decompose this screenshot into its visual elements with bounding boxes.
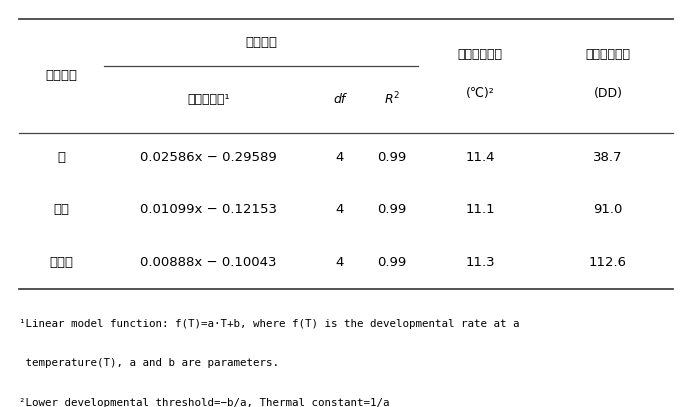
Text: 0.00888x − 0.10043: 0.00888x − 0.10043 (140, 256, 277, 269)
Text: 11.1: 11.1 (466, 204, 495, 216)
Text: temperature(T), a and b are parameters.: temperature(T), a and b are parameters. (19, 359, 279, 368)
Text: 발육영점온도: 발육영점온도 (457, 48, 502, 61)
Text: 유효적산온도: 유효적산온도 (585, 48, 630, 61)
Text: 선형회귀식¹: 선형회귀식¹ (188, 93, 230, 106)
Text: ²Lower developmental threshold=−b/a, Thermal constant=1/a: ²Lower developmental threshold=−b/a, The… (19, 398, 389, 407)
Text: df: df (334, 93, 345, 106)
Text: (℃)²: (℃)² (466, 87, 495, 100)
Text: 알: 알 (57, 151, 65, 164)
Text: 회귀모형: 회귀모형 (245, 36, 277, 49)
Text: 91.0: 91.0 (593, 204, 623, 216)
Text: 유충: 유충 (53, 204, 69, 216)
Text: $R^2$: $R^2$ (384, 91, 400, 107)
Text: 발육단계: 발육단계 (45, 69, 78, 82)
Text: 0.02586x − 0.29589: 0.02586x − 0.29589 (140, 151, 277, 164)
Text: 112.6: 112.6 (589, 256, 627, 269)
Text: 0.99: 0.99 (377, 204, 406, 216)
Text: 11.4: 11.4 (466, 151, 495, 164)
Text: 4: 4 (335, 151, 344, 164)
Text: 11.3: 11.3 (466, 256, 495, 269)
Text: 0.01099x − 0.12153: 0.01099x − 0.12153 (140, 204, 277, 216)
Text: 4: 4 (335, 256, 344, 269)
Text: (DD): (DD) (594, 87, 622, 100)
Text: 0.99: 0.99 (377, 151, 406, 164)
Text: 4: 4 (335, 204, 344, 216)
Text: 38.7: 38.7 (593, 151, 623, 164)
Text: 번데기: 번데기 (49, 256, 73, 269)
Text: ¹Linear model function: f(T)=a·T+b, where f(T) is the developmental rate at a: ¹Linear model function: f(T)=a·T+b, wher… (19, 319, 519, 329)
Text: 0.99: 0.99 (377, 256, 406, 269)
